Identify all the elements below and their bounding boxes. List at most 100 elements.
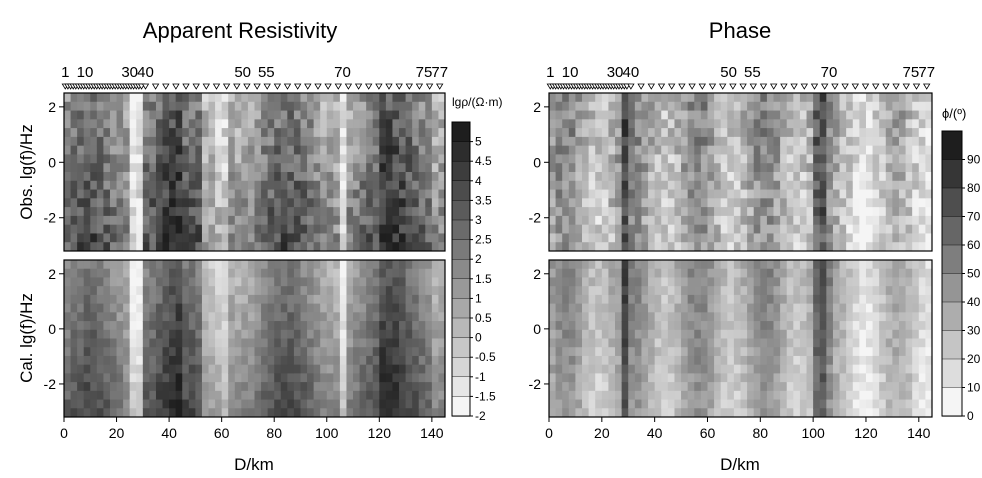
heatmap-cell	[287, 321, 295, 331]
heatmap-cell	[885, 242, 893, 251]
heatmap-cell	[228, 101, 236, 112]
heatmap-cell	[568, 110, 577, 120]
heatmap-cell	[905, 110, 913, 120]
heatmap-cell	[654, 355, 662, 366]
heatmap-cell	[786, 329, 794, 340]
heatmap-cell	[182, 390, 190, 401]
heatmap-cell	[575, 321, 583, 331]
heatmap-cell	[300, 303, 308, 313]
heatmap-cell	[582, 242, 590, 251]
heatmap-cell	[142, 355, 150, 366]
heatmap-cell	[714, 321, 722, 331]
heatmap-cell	[83, 93, 91, 103]
heatmap-cell	[786, 347, 794, 357]
heatmap-cell	[667, 93, 676, 103]
heatmap-cell	[912, 119, 920, 129]
heatmap-cell	[175, 163, 183, 173]
colorbar-level	[451, 376, 471, 397]
heatmap-cell	[582, 101, 590, 112]
heatmap-cell	[568, 294, 577, 305]
heatmap-cell	[575, 145, 583, 156]
heatmap-cell	[221, 294, 229, 305]
heatmap-cell	[780, 198, 788, 208]
y-tick-label: 0	[533, 154, 541, 170]
heatmap-cell	[760, 145, 768, 156]
heatmap-cell	[826, 312, 834, 322]
heatmap-cell	[813, 312, 821, 322]
heatmap-cell	[346, 277, 354, 287]
heatmap-cell	[582, 224, 590, 235]
heatmap-cell	[799, 382, 808, 392]
heatmap-cell	[727, 101, 735, 112]
heatmap-cell	[667, 136, 676, 147]
heatmap-cell	[595, 303, 603, 313]
heatmap-cell	[918, 154, 926, 164]
y-tick-label: 2	[48, 99, 56, 115]
heatmap-cell	[405, 128, 413, 138]
heatmap-cell	[274, 145, 282, 156]
heatmap-cell	[155, 198, 164, 208]
heatmap-cell	[872, 294, 880, 305]
heatmap-cell	[195, 154, 203, 164]
heatmap-cell	[720, 207, 728, 217]
heatmap-cell	[155, 128, 164, 138]
heatmap-cell	[379, 242, 387, 251]
heatmap-cell	[912, 224, 920, 235]
heatmap-cell	[766, 128, 775, 138]
heatmap-cell	[274, 154, 282, 164]
heatmap-cell	[806, 347, 814, 357]
heatmap-cell	[727, 382, 735, 392]
heatmap-cell	[254, 233, 262, 243]
heatmap-cell	[806, 268, 814, 279]
heatmap-cell	[103, 303, 111, 313]
heatmap-cell	[661, 163, 669, 173]
heatmap-cell	[667, 172, 676, 182]
station-marker	[364, 83, 373, 90]
heatmap-cell	[123, 215, 131, 226]
heatmap-cell	[562, 233, 570, 243]
heatmap-cell	[846, 390, 854, 401]
heatmap-cell	[215, 233, 223, 243]
heatmap-cell	[215, 303, 223, 313]
heatmap-cell	[254, 119, 262, 129]
heatmap-cell	[359, 242, 367, 251]
heatmap-cell	[694, 215, 702, 226]
heatmap-cell	[412, 224, 420, 235]
heatmap-cell	[588, 145, 596, 156]
heatmap-cell	[615, 268, 623, 279]
station-marker	[243, 83, 251, 90]
heatmap-cell	[109, 347, 118, 357]
heatmap-cell	[819, 408, 827, 417]
heatmap-cell	[208, 154, 216, 164]
heatmap-cell	[162, 408, 170, 417]
heatmap-cell	[879, 321, 887, 331]
heatmap-cell	[412, 136, 420, 147]
heatmap-cell	[892, 198, 900, 208]
heatmap-cell	[412, 189, 420, 199]
heatmap-cell	[681, 277, 689, 287]
heatmap-cell	[425, 224, 433, 235]
station-marker	[395, 83, 403, 90]
heatmap-cell	[431, 242, 440, 251]
heatmap-cell	[438, 189, 445, 199]
heatmap-cell	[241, 198, 249, 208]
heatmap-cell	[280, 119, 288, 129]
heatmap-cell	[819, 207, 827, 217]
heatmap-cell	[261, 101, 269, 112]
heatmap-cell	[320, 119, 328, 129]
heatmap-cell	[905, 329, 913, 340]
heatmap-cell	[780, 110, 788, 120]
heatmap-cell	[431, 145, 440, 156]
heatmap-cell	[667, 347, 676, 357]
heatmap-cell	[912, 172, 920, 182]
colorbar-tick-label: 40	[967, 295, 981, 309]
heatmap-cell	[595, 224, 603, 235]
heatmap-cell	[346, 145, 354, 156]
heatmap-cell	[366, 312, 374, 322]
heatmap-cell	[773, 224, 781, 235]
heatmap-cell	[215, 382, 223, 392]
heatmap-cell	[188, 242, 196, 251]
heatmap-cell	[149, 101, 157, 112]
heatmap-cell	[103, 136, 111, 147]
heatmap-cell	[707, 399, 715, 409]
